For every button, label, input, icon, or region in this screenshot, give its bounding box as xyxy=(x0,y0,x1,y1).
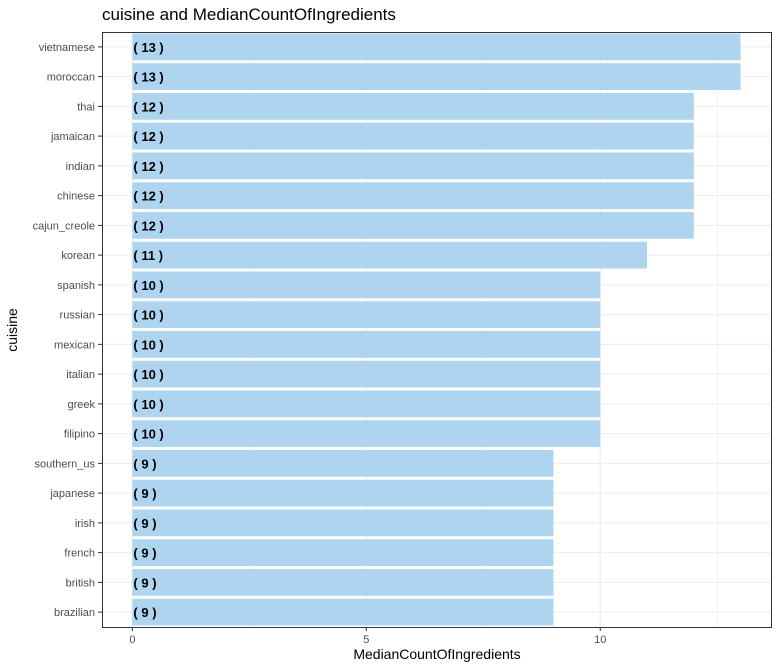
y-axis: vietnamese moroccan thai jamaican indian chin… xyxy=(33,42,102,619)
y-tick-label-jamaican: jamaican xyxy=(50,131,95,143)
bar-label-british: ( 9 ) xyxy=(133,575,156,590)
y-tick-label-french: french xyxy=(64,548,95,560)
y-tick-label-korean: korean xyxy=(61,250,95,262)
bar-label-japanese: ( 9 ) xyxy=(133,486,156,501)
bar-label-moroccan: ( 13 ) xyxy=(133,70,163,85)
bar-label-cajun_creole: ( 12 ) xyxy=(133,218,163,233)
y-tick-label-chinese: chinese xyxy=(57,191,95,203)
bar-japanese xyxy=(132,479,554,507)
bar-label-french: ( 9 ) xyxy=(133,546,156,561)
bar-label-chinese: ( 12 ) xyxy=(133,189,163,204)
bar-spanish xyxy=(132,271,601,299)
y-tick-label-brazilian: brazilian xyxy=(54,607,95,619)
bar-indian xyxy=(132,152,694,180)
y-tick-label-italian: italian xyxy=(66,369,95,381)
bar-brazilian xyxy=(132,598,554,626)
y-tick-label-thai: thai xyxy=(77,101,95,113)
x-tick-label-5: 5 xyxy=(363,634,369,646)
bar-southern_us xyxy=(132,449,554,477)
y-tick-label-indian: indian xyxy=(66,161,95,173)
grid-lines xyxy=(102,32,771,627)
bar-label-filipino: ( 10 ) xyxy=(133,427,163,442)
y-tick-label-cajun_creole: cajun_creole xyxy=(33,220,95,232)
bar-label-mexican: ( 10 ) xyxy=(133,337,163,352)
bar-label-southern_us: ( 9 ) xyxy=(133,456,156,471)
bar-label-jamaican: ( 12 ) xyxy=(133,129,163,144)
bar-label-brazilian: ( 9 ) xyxy=(133,605,156,620)
y-tick-label-filipino: filipino xyxy=(64,429,95,441)
bar-label-greek: ( 10 ) xyxy=(133,397,163,412)
y-tick-label-mexican: mexican xyxy=(54,339,95,351)
y-tick-label-british: british xyxy=(66,577,95,589)
y-tick-label-russian: russian xyxy=(60,310,95,322)
bar-labels: ( 13 ) ( 13 ) ( 12 ) ( 12 ) ( 12 ) ( 12 ) ( 12… xyxy=(133,40,163,620)
bar-korean xyxy=(132,241,648,269)
x-tick-label-10: 10 xyxy=(594,634,606,646)
bar-vietnamese xyxy=(132,33,741,61)
bar-label-vietnamese: ( 13 ) xyxy=(133,40,163,55)
chart-title: cuisine and MedianCountOfIngredients xyxy=(102,5,396,24)
y-tick-label-greek: greek xyxy=(67,399,95,411)
bar-jamaican xyxy=(132,122,694,150)
bar-british xyxy=(132,568,554,596)
x-tick-label-0: 0 xyxy=(129,634,135,646)
bar-label-korean: ( 11 ) xyxy=(133,248,163,263)
x-axis: 0 5 10 xyxy=(129,627,606,646)
bar-label-indian: ( 12 ) xyxy=(133,159,163,174)
panel-border xyxy=(102,32,772,628)
bar-label-italian: ( 10 ) xyxy=(133,367,163,382)
bar-cajun_creole xyxy=(132,211,694,239)
bar-irish xyxy=(132,509,554,537)
y-tick-label-irish: irish xyxy=(75,518,95,530)
bar-russian xyxy=(132,301,601,329)
y-tick-label-moroccan: moroccan xyxy=(47,72,95,84)
x-axis-title: MedianCountOfIngredients xyxy=(353,646,520,662)
bar-label-irish: ( 9 ) xyxy=(133,516,156,531)
bar-filipino xyxy=(132,420,601,448)
bar-label-thai: ( 12 ) xyxy=(133,99,163,114)
bar-mexican xyxy=(132,330,601,358)
bar-moroccan xyxy=(132,63,741,91)
bar-italian xyxy=(132,360,601,388)
bar-thai xyxy=(132,92,694,120)
bar-label-russian: ( 10 ) xyxy=(133,308,163,323)
y-axis-title: cuisine xyxy=(4,308,20,352)
bar-label-spanish: ( 10 ) xyxy=(133,278,163,293)
y-tick-label-southern_us: southern_us xyxy=(34,458,95,470)
y-tick-label-spanish: spanish xyxy=(57,280,95,292)
y-tick-label-japanese: japanese xyxy=(49,488,95,500)
bar-greek xyxy=(132,390,601,418)
bar-chinese xyxy=(132,182,694,210)
bars xyxy=(132,33,741,626)
bar-french xyxy=(132,539,554,567)
y-tick-label-vietnamese: vietnamese xyxy=(39,42,95,54)
